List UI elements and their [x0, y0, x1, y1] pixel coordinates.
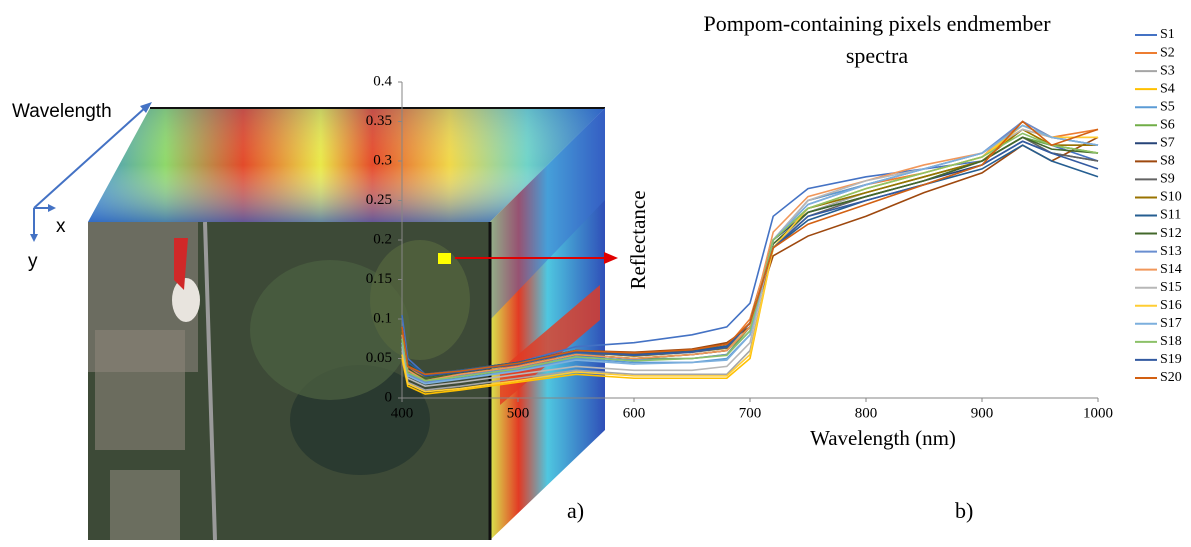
- series-line: [401, 140, 1099, 377]
- arrow-head: [140, 102, 152, 113]
- cube-side-band: [500, 285, 600, 405]
- legend-label: S11: [1160, 208, 1181, 223]
- legend-label: S1: [1160, 27, 1175, 42]
- legend-label: S3: [1160, 63, 1175, 78]
- y-label: y: [28, 251, 38, 272]
- legend-label: S4: [1160, 81, 1175, 96]
- y-tick-label: 0: [385, 389, 393, 405]
- bright-patch: [172, 278, 200, 322]
- road: [203, 221, 217, 541]
- legend-label: S14: [1160, 262, 1182, 277]
- y-tick-label: 0.2: [373, 231, 392, 247]
- y-axis-title: Reflectance: [626, 190, 650, 289]
- x-tick-label: 800: [855, 405, 878, 421]
- legend-label: S10: [1160, 190, 1182, 205]
- arrow-head: [604, 252, 618, 264]
- field: [370, 240, 470, 360]
- urban-area: [110, 470, 180, 540]
- panel-label: a): [567, 498, 584, 523]
- y-tick-label: 0.15: [366, 271, 392, 287]
- series-line: [401, 124, 1099, 385]
- x-label: x: [56, 216, 66, 237]
- series-line: [401, 120, 1099, 376]
- pixel-marker: [438, 253, 451, 264]
- y-tick-label: 0.4: [373, 73, 392, 89]
- panel-label: b): [955, 498, 973, 523]
- legend-label: S12: [1160, 226, 1182, 241]
- red-patch: [174, 238, 188, 290]
- urban-area: [95, 330, 185, 450]
- legend-label: S18: [1160, 334, 1182, 349]
- arrow-head: [30, 234, 38, 242]
- legend-label: S15: [1160, 280, 1182, 295]
- y-tick-label: 0.25: [366, 192, 392, 208]
- legend-label: S19: [1160, 352, 1182, 367]
- legend-label: S17: [1160, 316, 1182, 331]
- legend-label: S7: [1160, 136, 1175, 151]
- series-line: [401, 132, 1099, 382]
- legend-label: S6: [1160, 117, 1175, 132]
- cube-side: [490, 108, 605, 540]
- y-tick-label: 0.35: [366, 113, 392, 129]
- legend-label: S20: [1160, 370, 1182, 385]
- legend-label: S2: [1160, 45, 1175, 60]
- cube-side-shade: [490, 108, 605, 320]
- legend-label: S5: [1160, 99, 1175, 114]
- satellite-image: [88, 221, 470, 541]
- y-tick-label: 0.3: [373, 152, 392, 168]
- x-tick-label: 500: [507, 405, 530, 421]
- cube-top-shade: [88, 108, 605, 222]
- arrow-head: [48, 204, 56, 212]
- x-tick-label: 900: [971, 405, 994, 421]
- legend-label: S16: [1160, 298, 1182, 313]
- legend-label: S13: [1160, 244, 1182, 259]
- legend-label: S8: [1160, 154, 1175, 169]
- y-tick-label: 0.1: [373, 310, 392, 326]
- field: [250, 260, 410, 400]
- y-tick-label: 0.05: [366, 350, 392, 366]
- x-tick-label: 600: [623, 405, 646, 421]
- series-line: [401, 124, 1098, 393]
- x-tick-label: 1000: [1083, 405, 1113, 421]
- x-tick-label: 700: [739, 405, 762, 421]
- chart-title: Pompom-containing pixels endmember spect…: [703, 11, 1051, 68]
- x-tick-label: 400: [391, 405, 414, 421]
- legend-label: S9: [1160, 172, 1175, 187]
- wavelength-label: Wavelength: [12, 101, 112, 122]
- x-axis-title: Wavelength (nm): [810, 426, 956, 450]
- axis-arrow: [33, 106, 147, 209]
